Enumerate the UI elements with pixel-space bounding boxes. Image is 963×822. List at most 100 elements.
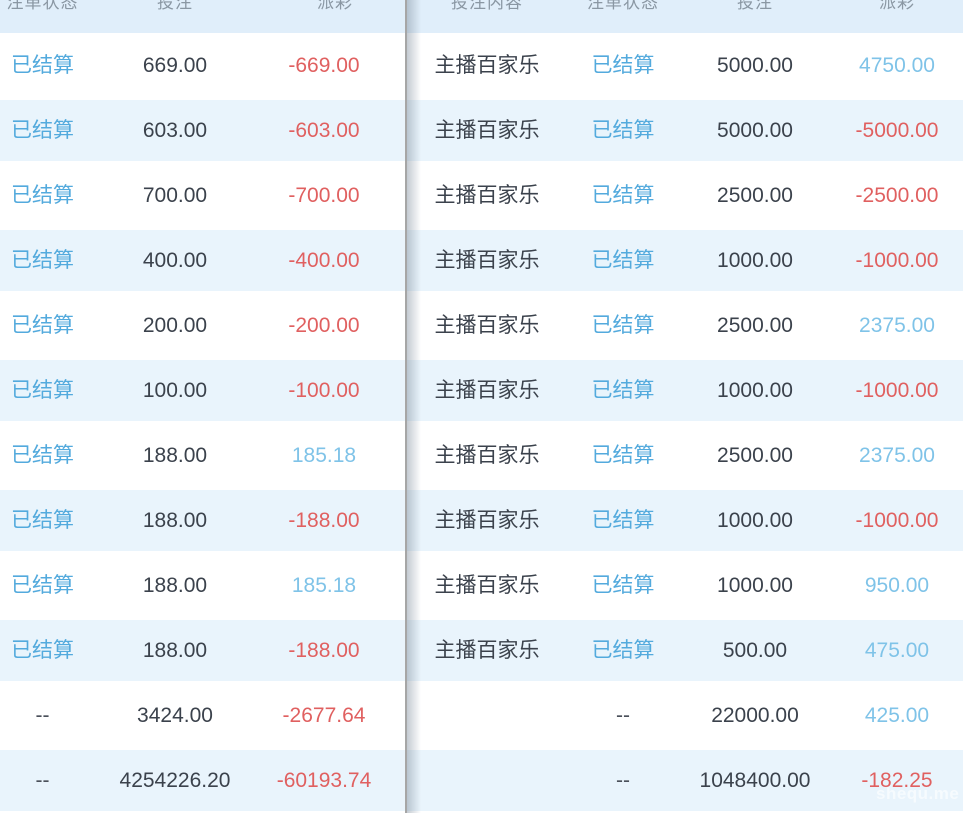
table-row: -- 3424.00 -2677.64	[0, 683, 405, 748]
column-header: 投注内容	[451, 0, 523, 12]
table-row: 已结算 188.00 -188.00	[0, 488, 405, 553]
cell-status: 已结算	[591, 574, 655, 597]
cell-payout: 2375.00	[859, 444, 935, 467]
cell-payout: -200.00	[288, 314, 360, 337]
cell-payout: 2375.00	[859, 314, 935, 337]
cell-bet: 3424.00	[137, 704, 213, 727]
cell-content: 主播百家乐	[434, 184, 540, 207]
cell-status: 已结算	[591, 54, 655, 77]
cell-bet: 188.00	[142, 509, 208, 532]
cell-payout: -1000.00	[855, 379, 939, 402]
table-row: 已结算 669.00 -669.00	[0, 33, 405, 98]
cell-payout: -188.00	[288, 509, 360, 532]
cell-content: 主播百家乐	[434, 574, 540, 597]
cell-bet: 200.00	[142, 314, 208, 337]
table-row: 已结算 603.00 -603.00	[0, 98, 405, 163]
cell-bet: 500.00	[722, 639, 788, 662]
cell-bet: 100.00	[142, 379, 208, 402]
cell-payout: -400.00	[288, 249, 360, 272]
cell-bet: 22000.00	[711, 704, 799, 727]
table-row: 已结算 200.00 -200.00	[0, 293, 405, 358]
cell-payout: 4750.00	[859, 54, 935, 77]
table-row: 主播百家乐 已结算 500.00 475.00	[407, 618, 963, 683]
cell-content: 主播百家乐	[434, 509, 540, 532]
cell-status: 已结算	[591, 119, 655, 142]
cell-bet: 1000.00	[717, 249, 793, 272]
table-row: -- 22000.00 425.00	[407, 683, 963, 748]
cell-payout: 475.00	[864, 639, 930, 662]
cell-payout: 185.18	[291, 444, 357, 467]
table-row: 主播百家乐 已结算 1000.00 -1000.00	[407, 358, 963, 423]
table-row: 已结算 400.00 -400.00	[0, 228, 405, 293]
cell-status: 已结算	[11, 54, 74, 77]
column-header: 注单状态	[6, 0, 79, 12]
cell-bet: 5000.00	[717, 119, 793, 142]
cell-content: 主播百家乐	[434, 379, 540, 402]
cell-status: 已结算	[11, 574, 74, 597]
cell-status: 已结算	[591, 314, 655, 337]
cell-status: --	[35, 769, 50, 792]
right-table-panel: 投注内容 注单状态 投注 派彩 主播百家乐 已结算 5000.00 4750.00 主播百家乐…	[407, 0, 963, 813]
cell-status: --	[35, 704, 50, 727]
cell-status: 已结算	[11, 314, 74, 337]
cell-bet: 1000.00	[717, 574, 793, 597]
cell-payout: -60193.74	[276, 769, 372, 792]
cell-payout: -2500.00	[855, 184, 939, 207]
table-row: 已结算 188.00 -188.00	[0, 618, 405, 683]
cell-bet: 1000.00	[717, 509, 793, 532]
cell-status: --	[616, 704, 630, 727]
cell-payout: -182.25	[861, 769, 933, 792]
cell-status: 已结算	[591, 639, 655, 662]
cell-status: 已结算	[11, 249, 74, 272]
table-row: 主播百家乐 已结算 5000.00 -5000.00	[407, 98, 963, 163]
table-row: 已结算 100.00 -100.00	[0, 358, 405, 423]
cell-content	[407, 748, 567, 813]
cell-payout: 425.00	[864, 704, 930, 727]
cell-status: 已结算	[591, 184, 655, 207]
cell-content: 主播百家乐	[434, 119, 540, 142]
cell-bet: 5000.00	[717, 54, 793, 77]
cell-bet: 188.00	[142, 574, 208, 597]
cell-content: 主播百家乐	[434, 249, 540, 272]
cell-bet: 700.00	[142, 184, 208, 207]
cell-status: 已结算	[591, 379, 655, 402]
table-row: 已结算 188.00 185.18	[0, 423, 405, 488]
cell-content: 主播百家乐	[434, 444, 540, 467]
table-row: 已结算 700.00 -700.00	[0, 163, 405, 228]
table-row: 主播百家乐 已结算 2500.00 -2500.00	[407, 163, 963, 228]
cell-payout: -603.00	[288, 119, 360, 142]
table-row: 主播百家乐 已结算 1000.00 950.00	[407, 553, 963, 618]
cell-bet: 2500.00	[717, 184, 793, 207]
cell-status: 已结算	[11, 509, 74, 532]
cell-status: 已结算	[591, 444, 655, 467]
table-row: 主播百家乐 已结算 1000.00 -1000.00	[407, 488, 963, 553]
table-row: 主播百家乐 已结算 2500.00 2375.00	[407, 293, 963, 358]
cell-status: 已结算	[11, 119, 74, 142]
cell-payout: -2677.64	[282, 704, 366, 727]
cell-bet: 669.00	[142, 54, 208, 77]
column-header: 注单状态	[587, 0, 659, 12]
cell-bet: 1048400.00	[699, 769, 811, 792]
table-row: 主播百家乐 已结算 2500.00 2375.00	[407, 423, 963, 488]
cell-bet: 4254226.20	[119, 769, 231, 792]
cell-payout: -188.00	[288, 639, 360, 662]
cell-payout: 950.00	[864, 574, 930, 597]
cell-bet: 188.00	[142, 639, 208, 662]
cell-payout: -1000.00	[855, 509, 939, 532]
cell-payout: -700.00	[288, 184, 360, 207]
cell-bet: 400.00	[142, 249, 208, 272]
cell-status: 已结算	[11, 184, 74, 207]
column-header: 派彩	[879, 0, 915, 12]
panel-divider	[405, 0, 407, 813]
cell-payout: 185.18	[291, 574, 357, 597]
cell-bet: 2500.00	[717, 314, 793, 337]
cell-payout: -669.00	[288, 54, 360, 77]
cell-content	[407, 683, 567, 748]
cell-status: 已结算	[591, 249, 655, 272]
table-row: 主播百家乐 已结算 1000.00 -1000.00	[407, 228, 963, 293]
cell-payout: -100.00	[288, 379, 360, 402]
cell-bet: 603.00	[142, 119, 208, 142]
cell-content: 主播百家乐	[434, 54, 540, 77]
cell-bet: 188.00	[142, 444, 208, 467]
